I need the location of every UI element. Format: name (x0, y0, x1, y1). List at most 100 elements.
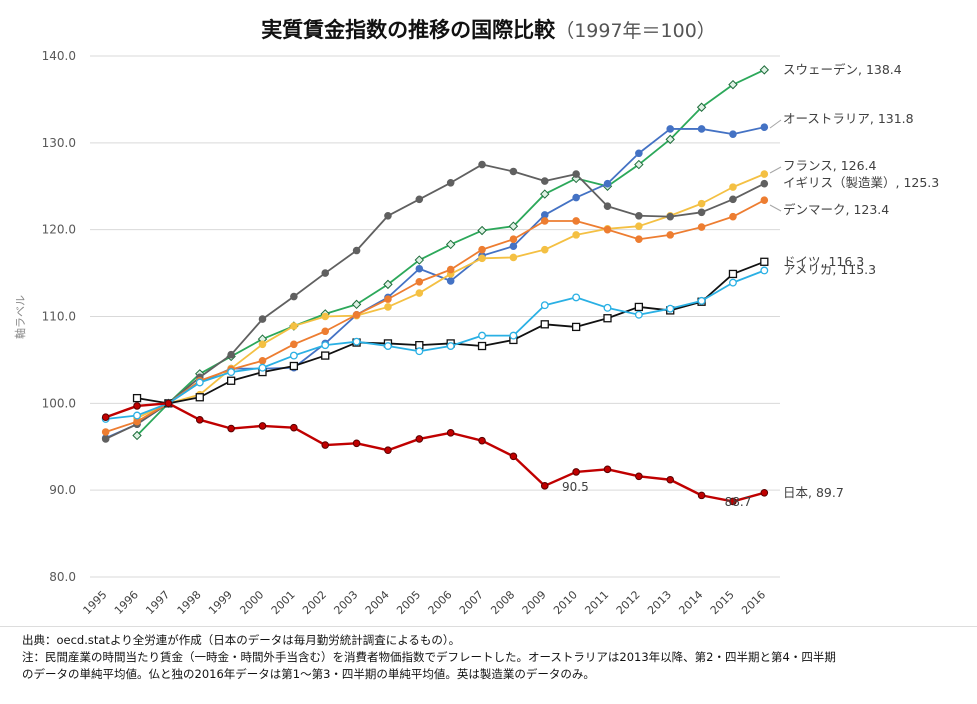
data-point (729, 130, 737, 138)
series-end-label: オーストラリア, 131.8 (783, 111, 914, 126)
data-point (572, 170, 580, 178)
data-point (132, 393, 142, 403)
y-axis-label: 軸ラベル (13, 295, 27, 339)
title-subtitle: （1997年＝100） (555, 20, 716, 42)
data-point (760, 488, 769, 497)
data-point (227, 350, 235, 359)
data-point (666, 475, 675, 484)
x-tick-label: 2009 (520, 588, 549, 617)
data-point (760, 179, 769, 188)
data-point (760, 257, 769, 266)
data-point (728, 269, 738, 279)
label-leader (769, 166, 782, 174)
data-point (289, 361, 299, 371)
data-point (227, 368, 236, 377)
data-point (509, 167, 518, 176)
data-point (384, 446, 392, 455)
data-point (415, 289, 424, 297)
x-tick-label: 1995 (81, 588, 110, 617)
x-tick-label: 1998 (175, 588, 204, 617)
data-point (352, 310, 361, 319)
data-point (101, 435, 110, 443)
x-tick-label: 2007 (457, 588, 486, 617)
data-point (478, 160, 486, 169)
data-point (258, 340, 267, 349)
data-point (415, 347, 424, 356)
data-point (384, 211, 392, 220)
data-point (477, 225, 487, 236)
x-tick-label: 2000 (237, 588, 266, 617)
data-point (321, 341, 330, 350)
data-point (445, 239, 456, 250)
data-point (729, 183, 737, 191)
data-point (446, 265, 455, 274)
series-line (105, 163, 765, 440)
data-point (635, 222, 643, 230)
data-point (572, 193, 580, 202)
data-point (477, 341, 487, 351)
chart-title: 実質賃金指数の推移の国際比較（1997年＝100） (0, 14, 977, 44)
data-point (603, 202, 612, 211)
x-tick-label: 2014 (676, 588, 705, 617)
data-point (603, 314, 612, 323)
data-point (414, 255, 425, 265)
data-point (101, 428, 110, 436)
x-tick-label: 1999 (206, 588, 235, 617)
data-point (665, 134, 675, 145)
data-point (446, 178, 455, 187)
divider (0, 626, 977, 627)
data-point (289, 351, 298, 360)
data-point (290, 423, 298, 432)
data-point (635, 149, 643, 158)
x-tick-label: 2003 (331, 588, 360, 617)
data-point (415, 277, 424, 286)
data-point (634, 302, 644, 312)
data-point (540, 217, 549, 225)
data-point (321, 351, 330, 360)
data-point (697, 199, 706, 208)
y-tick-label: 90.0 (49, 483, 76, 497)
data-point (446, 342, 455, 350)
data-point (697, 223, 706, 231)
data-point (321, 327, 330, 336)
data-point (759, 65, 770, 75)
x-tick-label: 1997 (143, 588, 172, 617)
data-point (446, 429, 455, 437)
data-point (540, 177, 549, 185)
label-leader (769, 204, 782, 212)
data-point (634, 310, 643, 319)
y-tick-label: 120.0 (42, 223, 76, 237)
data-point (132, 430, 142, 441)
data-point (760, 123, 769, 132)
data-point (290, 292, 298, 301)
data-point (509, 331, 518, 340)
x-tick-label: 2005 (394, 588, 423, 617)
data-point (697, 125, 706, 133)
data-label-2009: 90.5 (562, 480, 589, 494)
data-label-2015: 88.7 (725, 495, 752, 509)
y-tick-label: 130.0 (42, 136, 76, 150)
method-note-line1: 注：民間産業の時間当たり賃金（一時金・時間外手当含む）を消費者物価指数でデフレー… (22, 650, 836, 664)
data-point (290, 340, 298, 349)
data-point (478, 436, 486, 445)
data-point (384, 295, 392, 303)
data-point (509, 242, 518, 250)
x-tick-label: 2008 (488, 588, 517, 617)
data-point (635, 472, 643, 481)
data-point (697, 296, 706, 305)
x-tick-label: 2002 (300, 588, 329, 617)
data-point (321, 441, 330, 449)
data-point (509, 253, 518, 262)
data-point (540, 320, 549, 329)
data-point (227, 424, 235, 433)
data-point (352, 246, 361, 255)
data-point (384, 303, 392, 311)
data-point (258, 363, 267, 372)
y-tick-label: 100.0 (42, 396, 76, 410)
data-point (760, 196, 769, 204)
data-point (635, 235, 643, 244)
data-point (572, 231, 580, 239)
data-point (635, 211, 643, 220)
x-tick-label: 1996 (112, 588, 141, 617)
x-tick-label: 2016 (739, 588, 768, 617)
